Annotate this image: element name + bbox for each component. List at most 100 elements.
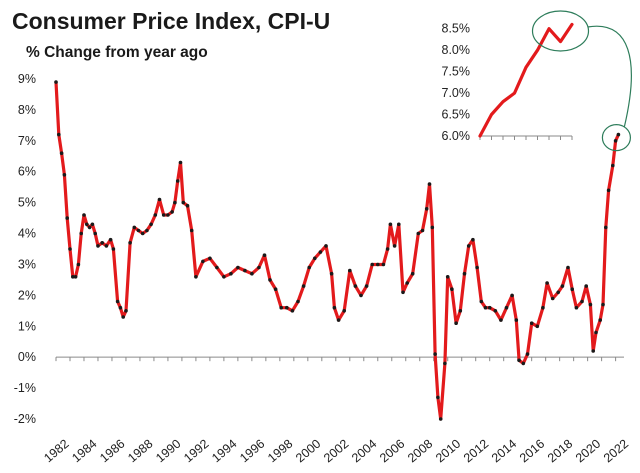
data-point <box>128 241 132 245</box>
data-point <box>397 222 401 227</box>
data-point <box>111 247 116 251</box>
inset-series-line <box>478 22 574 138</box>
data-point <box>296 299 300 304</box>
data-point <box>541 305 545 310</box>
data-point <box>560 284 565 288</box>
data-point <box>257 265 261 270</box>
data-point <box>342 309 347 313</box>
data-point <box>279 305 284 310</box>
data-point <box>611 163 615 168</box>
data-point <box>229 271 233 276</box>
data-point <box>59 151 64 155</box>
data-point <box>336 318 341 322</box>
inset-chart: 6.0% 6.5% 7.0% 7.5% 8.0% 8.5% <box>442 22 574 143</box>
data-point <box>68 247 72 251</box>
y-tick-label: 1% <box>18 319 36 333</box>
y-tick-label: 9% <box>18 72 36 86</box>
data-point <box>243 268 247 273</box>
data-point <box>433 352 437 356</box>
data-point <box>201 259 205 264</box>
cpi-series-line <box>54 80 620 421</box>
data-point <box>517 358 521 363</box>
data-point <box>185 203 190 208</box>
data-point <box>606 188 611 193</box>
data-point <box>250 271 254 276</box>
data-point <box>273 287 278 292</box>
data-point <box>514 318 519 322</box>
data-point <box>504 305 509 310</box>
data-point <box>90 222 95 227</box>
x-tick-label: 2008 <box>405 437 435 466</box>
y-tick-label: 7% <box>18 134 36 148</box>
data-point <box>580 299 584 304</box>
data-point <box>376 262 380 267</box>
recent-highlight-circle <box>601 124 632 152</box>
data-point <box>370 262 375 267</box>
x-tick-label: 2002 <box>321 437 351 466</box>
data-point <box>438 417 443 421</box>
annotations <box>531 10 632 152</box>
data-point <box>556 290 560 295</box>
y-tick-label: -2% <box>14 412 36 426</box>
data-point <box>353 284 358 288</box>
connector-line <box>587 25 632 127</box>
data-point <box>604 225 608 230</box>
x-tick-label: 2018 <box>545 437 575 466</box>
data-point <box>173 200 177 205</box>
inset-highlight-circle <box>531 10 590 52</box>
data-point <box>329 271 334 276</box>
data-point <box>475 265 479 270</box>
data-point <box>499 318 503 322</box>
data-point <box>100 241 104 245</box>
inset-y-tick-label: 7.5% <box>442 65 471 79</box>
data-point <box>613 139 618 143</box>
data-point <box>420 228 425 233</box>
data-point <box>208 256 212 261</box>
x-tick-label: 2022 <box>601 437 631 466</box>
data-point <box>161 213 166 217</box>
inset-y-tick-label: 8.5% <box>442 22 471 36</box>
data-point <box>140 231 145 236</box>
inset-y-tick-label: 8.0% <box>442 43 471 57</box>
y-tick-label: 2% <box>18 288 36 302</box>
x-tick-label: 1990 <box>153 437 183 466</box>
data-point <box>483 305 488 310</box>
data-point <box>401 290 405 295</box>
x-tick-label: 2010 <box>433 437 463 466</box>
data-point <box>93 231 97 236</box>
data-point <box>450 287 454 292</box>
data-point <box>388 222 393 227</box>
data-point <box>79 231 83 236</box>
data-point <box>529 321 534 326</box>
data-point <box>301 284 306 288</box>
data-point <box>525 352 530 356</box>
data-point <box>189 228 194 233</box>
data-point <box>466 244 471 248</box>
series-layer <box>54 80 621 421</box>
data-point <box>54 80 58 84</box>
data-point <box>381 262 386 267</box>
data-point <box>443 361 447 366</box>
y-tick-label: 3% <box>18 257 36 271</box>
data-point <box>104 244 109 248</box>
data-point <box>175 179 180 183</box>
x-tick-label: 1996 <box>237 437 267 466</box>
data-point <box>124 309 128 313</box>
x-tick-label: 1992 <box>181 437 211 466</box>
data-point <box>359 293 363 298</box>
data-point <box>145 228 149 233</box>
data-point <box>166 213 170 217</box>
data-point <box>348 268 352 273</box>
y-tick-label: 8% <box>18 103 36 117</box>
chart-title: Consumer Price Index, CPI-U <box>12 8 331 34</box>
inset-y-tick-label: 6.5% <box>442 108 471 122</box>
data-point <box>324 244 328 248</box>
data-point <box>236 265 240 270</box>
x-tick-label: 2000 <box>293 437 323 466</box>
x-tick-label: 2014 <box>489 437 519 466</box>
x-tick-label: 1984 <box>69 437 99 466</box>
x-tick-label: 1982 <box>41 437 71 466</box>
inset-y-tick-label: 7.0% <box>442 86 471 100</box>
data-point <box>430 225 435 230</box>
